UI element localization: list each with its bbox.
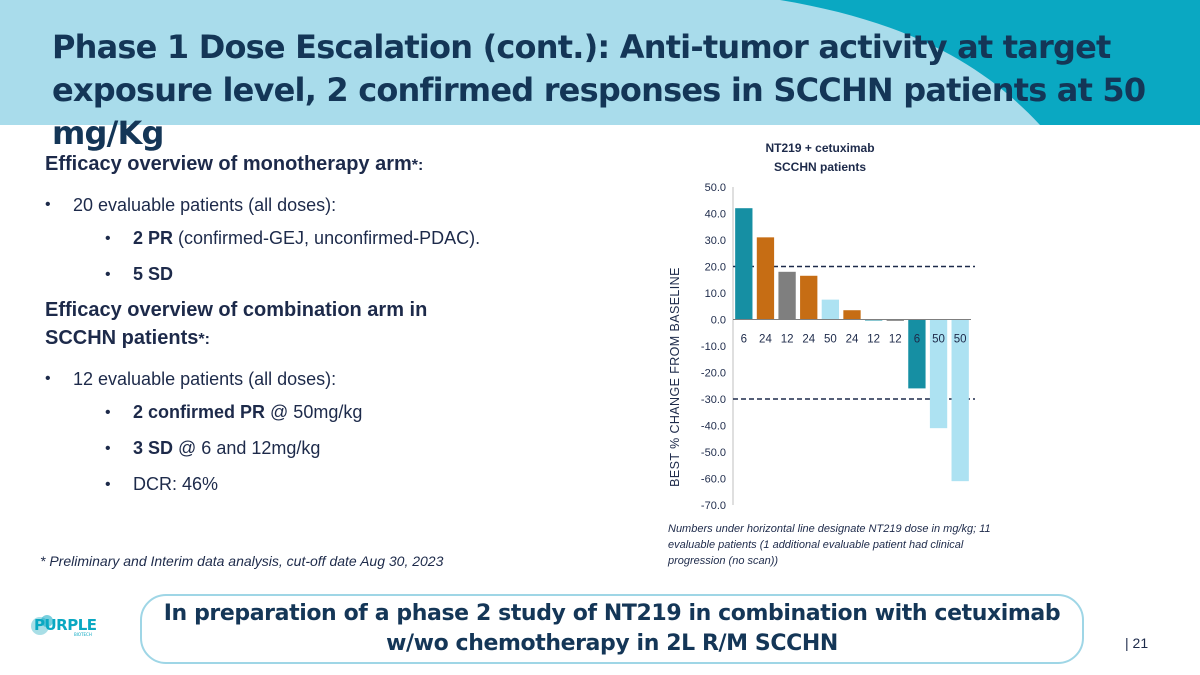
y-tick-label: 20.0 <box>705 262 726 274</box>
x-category-label: 24 <box>759 334 772 346</box>
x-category-label: 50 <box>824 334 837 346</box>
header-background <box>0 0 1200 125</box>
logo-subtext: BIOTECH <box>74 632 92 637</box>
bar <box>800 275 818 320</box>
bullet-icon: • <box>105 266 111 283</box>
mono-bullet: • 20 evaluable patients (all doses): <box>45 192 495 218</box>
y-tick-label: 30.0 <box>705 235 726 247</box>
mono-heading: Efficacy overview of monotherapy arm*: <box>45 153 424 175</box>
mono-heading-star: *: <box>411 157 424 174</box>
banner-callout: In preparation of a phase 2 study of NT2… <box>140 594 1084 664</box>
waterfall-chart-svg: NT219 + cetuximab SCCHN patients BEST % … <box>668 141 975 512</box>
y-tick-label: -10.0 <box>701 341 726 353</box>
bullet-icon: • <box>105 476 111 493</box>
bullet-icon: • <box>45 370 51 387</box>
y-tick-label: -70.0 <box>701 500 726 512</box>
logo-text: PURPLE <box>34 616 97 634</box>
combo-heading: Efficacy overview of combination arm in … <box>45 299 428 349</box>
footnote: * Preliminary and Interim data analysis,… <box>40 553 444 569</box>
chart-title: NT219 + cetuximab <box>765 141 874 155</box>
y-tick-label: -40.0 <box>701 421 726 433</box>
x-category-label: 24 <box>802 334 815 346</box>
slide-title: Phase 1 Dose Escalation (cont.): Anti-tu… <box>52 28 1146 152</box>
chart-subtitle: SCCHN patients <box>774 160 866 174</box>
x-category-label: 50 <box>954 334 967 346</box>
combo-sd-bullet: • 3 SD @ 6 and 12mg/kg <box>45 433 495 464</box>
x-category-label: 12 <box>867 334 880 346</box>
x-category-label: 12 <box>781 334 794 346</box>
bar <box>929 319 948 429</box>
mono-pr-bullet: • 2 PR (confirmed-GEJ, unconfirmed-PDAC). <box>45 223 495 254</box>
bar <box>756 237 775 320</box>
bullet-icon: • <box>45 196 51 213</box>
y-tick-label: -50.0 <box>701 447 726 459</box>
combo-pr-bullet: • 2 confirmed PR @ 50mg/kg <box>45 397 495 428</box>
y-tick-label: 0.0 <box>711 315 726 327</box>
page-number: | 21 <box>1125 635 1149 651</box>
waterfall-chart: NT219 + cetuximab SCCHN patients BEST % … <box>655 135 1015 515</box>
efficacy-overview: Efficacy overview of monotherapy arm*: •… <box>45 150 495 500</box>
bar <box>951 319 969 482</box>
bar <box>778 271 796 320</box>
bullet-icon: • <box>105 230 111 247</box>
combo-heading-star: *: <box>198 331 210 348</box>
chart-note: Numbers under horizontal line designate … <box>668 523 991 567</box>
y-tick-label: 40.0 <box>705 209 726 221</box>
y-tick-label: -60.0 <box>701 474 726 486</box>
x-category-label: 50 <box>932 334 945 346</box>
x-category-label: 6 <box>914 334 920 346</box>
x-category-label: 24 <box>846 334 859 346</box>
bar <box>821 299 840 320</box>
y-tick-label: 10.0 <box>705 288 726 300</box>
bars <box>735 208 969 482</box>
y-tick-label: -20.0 <box>701 368 726 380</box>
x-category-label: 12 <box>889 334 902 346</box>
x-category-label: 6 <box>741 334 747 346</box>
bullet-icon: • <box>105 440 111 457</box>
chart-y-axis-label: BEST % CHANGE FROM BASELINE <box>668 267 682 487</box>
y-tick-label: 50.0 <box>705 182 726 194</box>
y-tick-labels: 50.0 40.0 30.0 20.0 10.0 0.0 -10.0 -20.0 -30.0 -4… <box>701 182 726 512</box>
bullet-icon: • <box>105 404 111 421</box>
combo-dcr-bullet: • DCR: 46% <box>45 469 495 500</box>
bar <box>886 319 904 321</box>
bar <box>908 319 926 389</box>
y-tick-label: -30.0 <box>701 394 726 406</box>
x-category-labels: 6 24 12 24 50 24 12 12 6 50 50 <box>741 334 967 346</box>
bar <box>735 208 753 320</box>
mono-sd-bullet: • 5 SD <box>45 259 495 290</box>
purple-biotech-logo: PURPLE BIOTECH <box>31 615 97 637</box>
bar <box>843 310 861 320</box>
combo-bullet: • 12 evaluable patients (all doses): <box>45 366 495 392</box>
